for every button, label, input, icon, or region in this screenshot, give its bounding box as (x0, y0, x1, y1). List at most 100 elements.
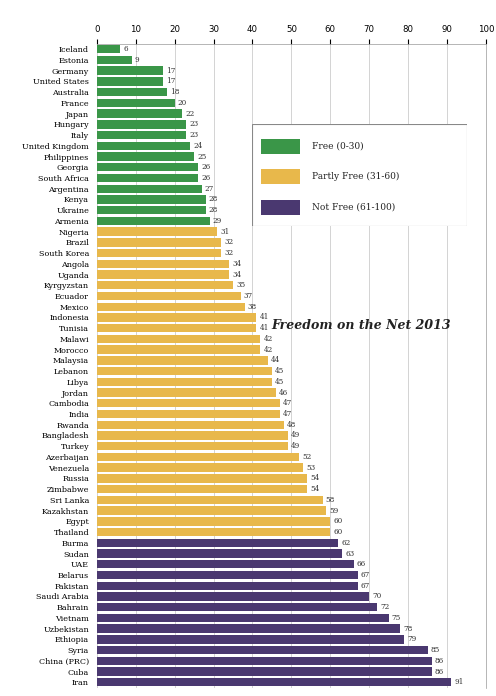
Text: 53: 53 (306, 464, 315, 472)
Bar (97, 474, 307, 482)
Text: 23: 23 (189, 120, 198, 128)
Text: 29: 29 (213, 217, 222, 225)
Text: 37: 37 (244, 292, 253, 300)
Bar (97, 453, 299, 461)
Bar (97, 646, 428, 654)
Bar (97, 549, 342, 557)
Bar (261, 169, 300, 184)
Text: 59: 59 (329, 507, 339, 514)
Bar (97, 356, 268, 365)
Text: 18: 18 (170, 88, 179, 96)
Text: 47: 47 (283, 400, 292, 407)
Text: 49: 49 (291, 432, 300, 439)
Bar (97, 614, 389, 622)
Bar (97, 141, 190, 150)
Bar (97, 163, 198, 171)
Bar (97, 496, 322, 504)
Bar (97, 399, 280, 407)
Text: 31: 31 (221, 228, 230, 236)
Bar (97, 281, 233, 290)
Bar (97, 260, 229, 268)
Bar (97, 367, 272, 375)
Text: 67: 67 (361, 571, 370, 579)
Text: 22: 22 (186, 109, 195, 118)
Text: 41: 41 (259, 324, 269, 332)
Bar (97, 152, 194, 161)
Bar (97, 442, 288, 450)
Bar (97, 507, 326, 515)
Text: Freedom on the Net 2013: Freedom on the Net 2013 (272, 319, 451, 332)
Text: Not Free (61-100): Not Free (61-100) (312, 203, 396, 212)
Text: 60: 60 (333, 528, 343, 536)
Text: 54: 54 (310, 475, 319, 482)
Bar (97, 56, 132, 64)
Text: 60 Country Score Comparison (0 = Most Free, 100 = Least Free): 60 Country Score Comparison (0 = Most Fr… (6, 14, 399, 24)
Bar (97, 184, 202, 193)
Text: 44: 44 (271, 356, 280, 365)
Bar (97, 388, 276, 397)
Bar (97, 196, 206, 204)
Text: 41: 41 (259, 313, 269, 322)
Text: 67: 67 (361, 582, 370, 590)
Bar (97, 432, 288, 440)
Text: 28: 28 (209, 196, 218, 203)
Text: 91: 91 (454, 679, 464, 686)
Text: 85: 85 (431, 646, 440, 654)
Text: 79: 79 (407, 635, 417, 643)
Text: 62: 62 (341, 539, 351, 547)
Text: 54: 54 (310, 485, 319, 493)
Text: 27: 27 (205, 184, 214, 193)
Bar (97, 345, 260, 354)
Text: 24: 24 (193, 142, 202, 150)
Bar (97, 678, 451, 686)
Text: 46: 46 (279, 388, 288, 397)
Text: 45: 45 (275, 378, 284, 386)
Bar (97, 174, 198, 182)
Text: Partly Free (31-60): Partly Free (31-60) (312, 172, 400, 181)
Text: 17: 17 (166, 77, 176, 86)
Bar (97, 238, 221, 246)
Bar (97, 528, 330, 536)
Text: 9: 9 (135, 56, 139, 64)
Text: 75: 75 (392, 614, 401, 622)
Text: 78: 78 (404, 624, 413, 633)
Bar (97, 249, 221, 258)
Text: 58: 58 (326, 496, 335, 504)
Bar (97, 67, 163, 75)
Text: 52: 52 (302, 453, 311, 461)
Text: 34: 34 (232, 271, 242, 278)
Bar (97, 517, 330, 525)
Bar (97, 560, 354, 569)
Text: 60: 60 (333, 517, 343, 525)
Text: 35: 35 (236, 281, 245, 290)
Bar (97, 592, 369, 601)
Text: 6: 6 (123, 45, 128, 53)
Bar (97, 335, 260, 343)
Bar (97, 485, 307, 493)
Bar (97, 624, 400, 633)
Bar (97, 464, 303, 472)
Bar (97, 603, 377, 611)
Text: 47: 47 (283, 410, 292, 418)
Text: 63: 63 (345, 550, 354, 557)
Text: 86: 86 (434, 657, 444, 665)
Text: 49: 49 (291, 442, 300, 450)
Text: 70: 70 (372, 592, 381, 601)
Text: 32: 32 (224, 238, 234, 246)
Bar (97, 539, 338, 547)
Bar (97, 667, 432, 676)
Text: 23: 23 (189, 131, 198, 139)
Bar (97, 313, 256, 322)
Bar (97, 292, 241, 300)
Text: 17: 17 (166, 67, 176, 74)
Bar (97, 77, 163, 86)
Bar (97, 216, 210, 225)
Bar (97, 635, 404, 644)
Text: 42: 42 (263, 346, 273, 354)
Bar (97, 228, 217, 236)
Text: 25: 25 (197, 152, 206, 161)
Text: 72: 72 (380, 603, 389, 611)
Bar (97, 45, 120, 54)
Bar (97, 131, 186, 139)
Text: 38: 38 (248, 303, 257, 310)
